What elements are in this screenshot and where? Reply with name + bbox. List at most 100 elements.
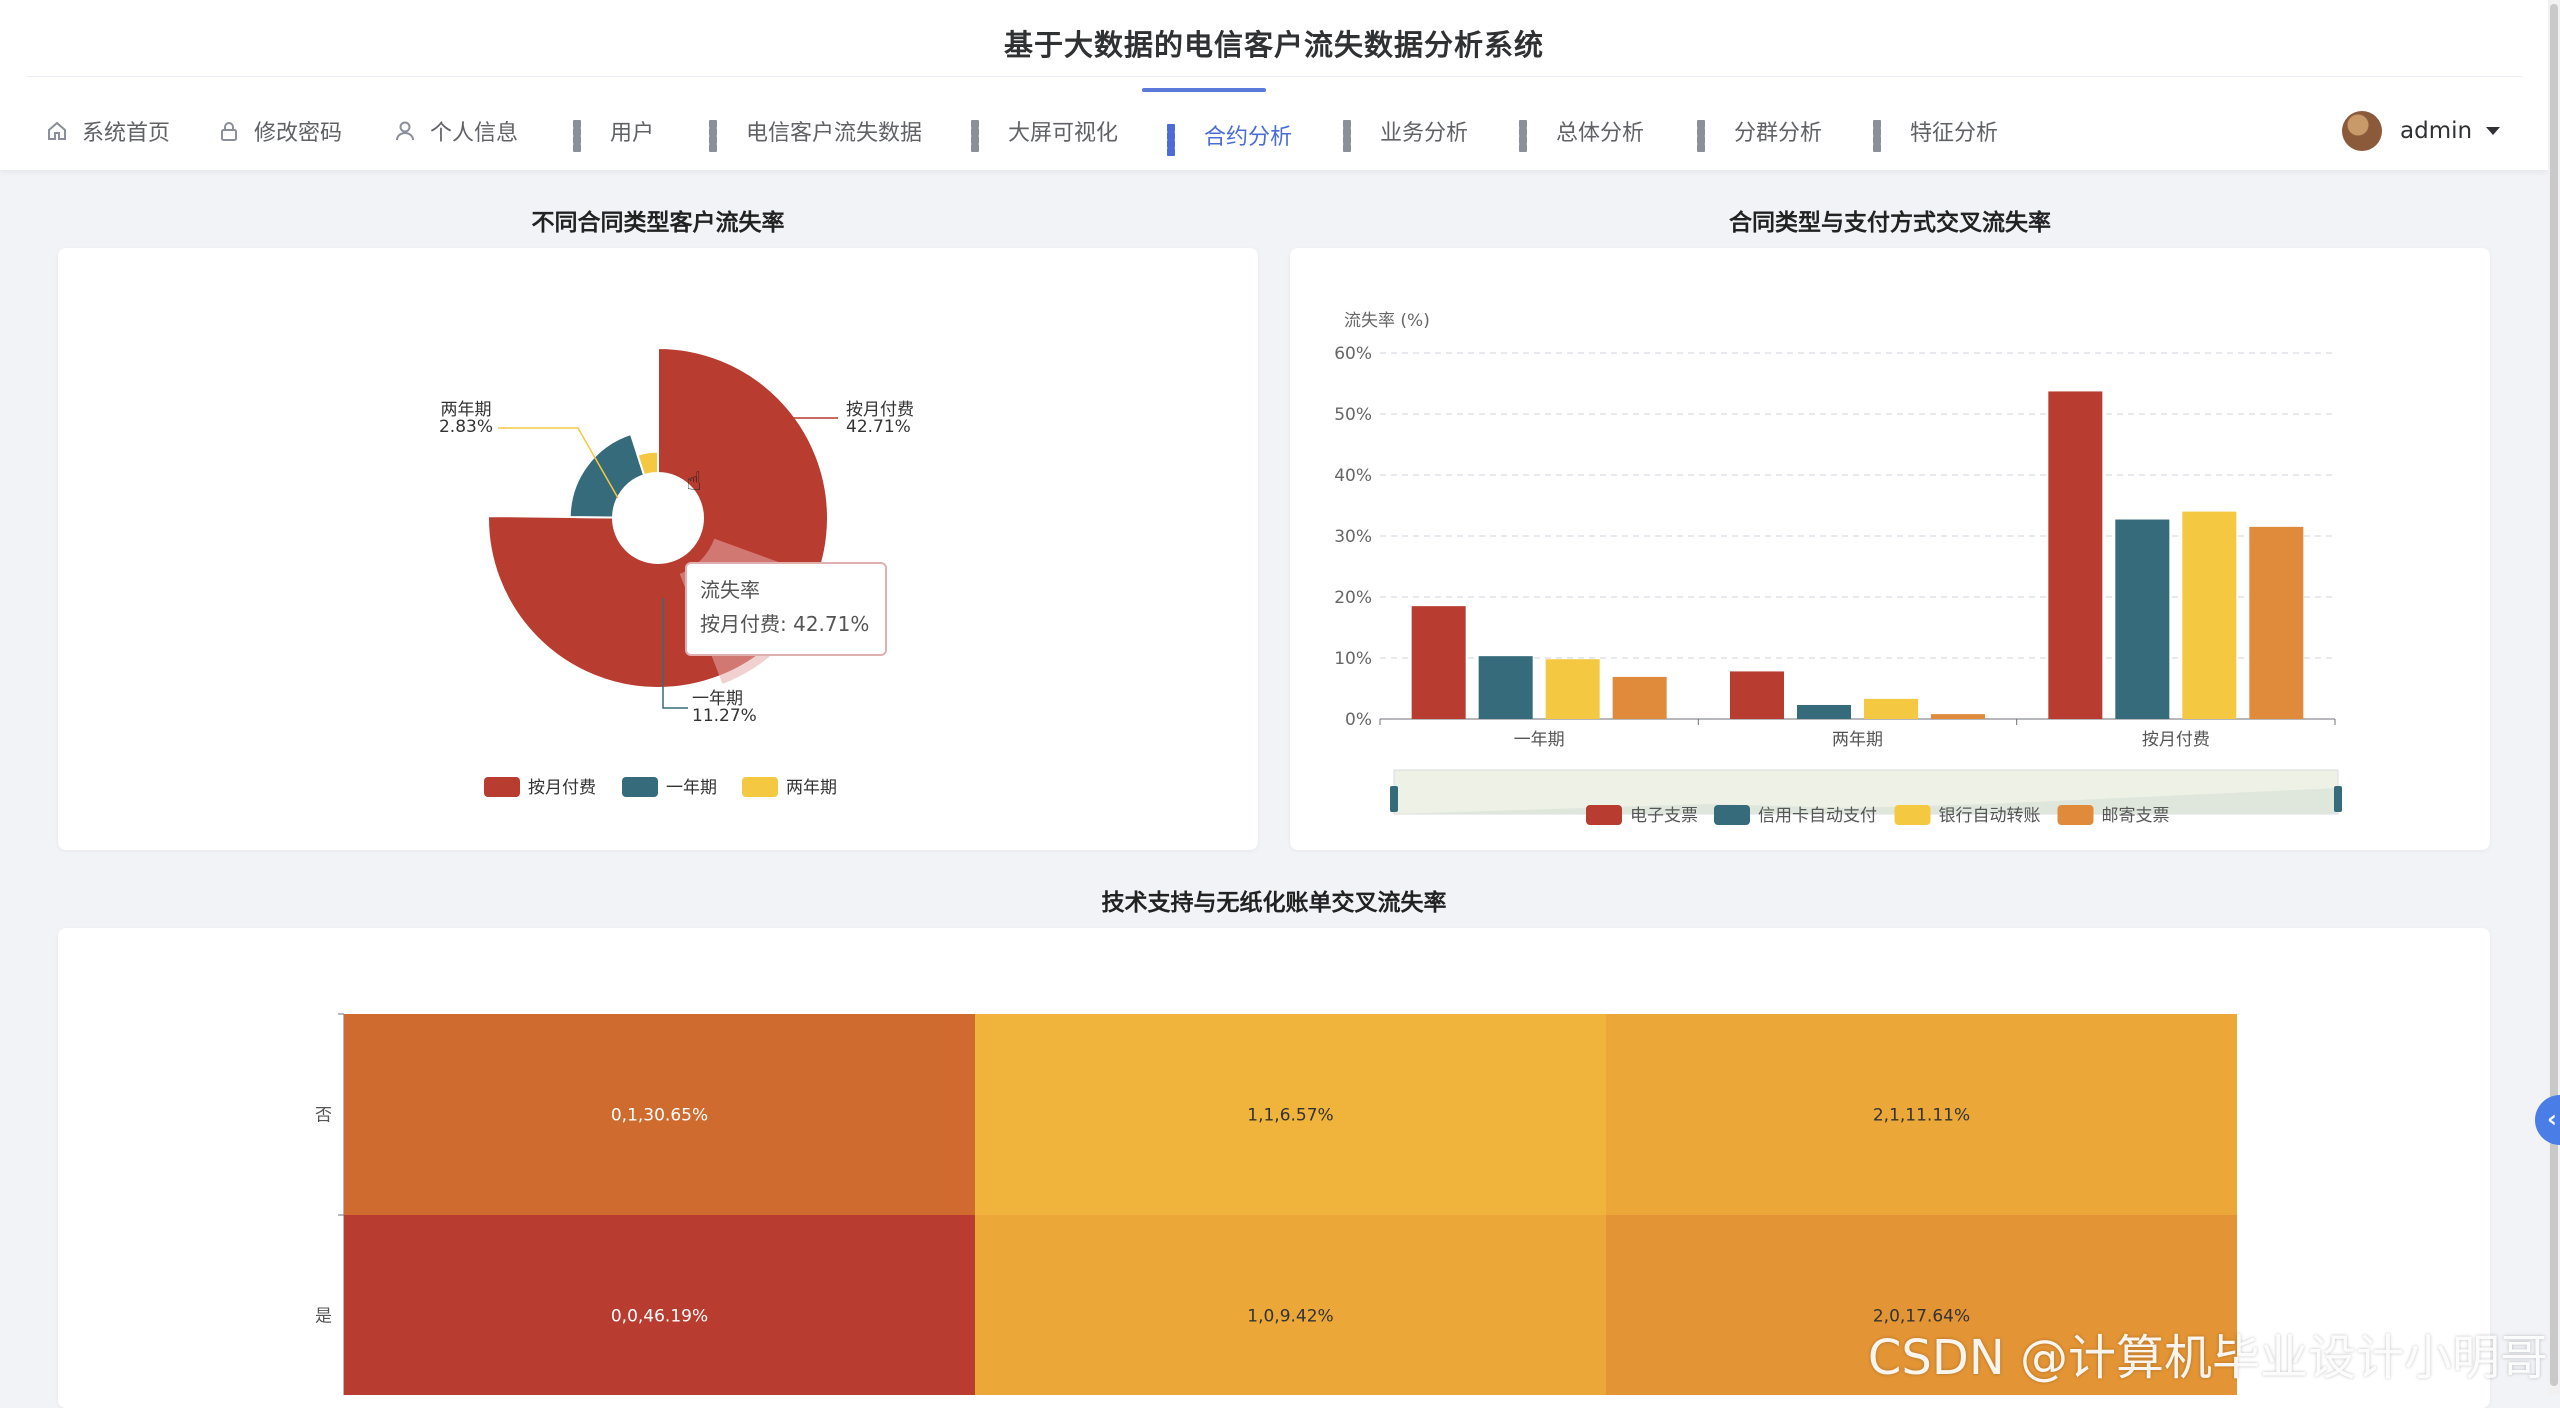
nav-item-label: 修改密码 xyxy=(254,121,343,146)
scrollbar-thumb[interactable] xyxy=(2550,4,2558,1386)
tech-paperless-heatmap[interactable]: 否是 0,1,30.65% 1,1,6.57% 2,1,11.11% 0,0,46.19… xyxy=(58,928,2490,1408)
legend-label: 按月付费 xyxy=(528,778,596,798)
contract-payment-bar-chart[interactable]: 流失率 (%) 0% 10% 20% 30% 40% 50% 60% 一年期 两年期 按月付费电子支… xyxy=(1290,248,2490,850)
y-tick-label: 50% xyxy=(1334,405,1372,425)
nav-item-contract-analysis[interactable]: 合约分析 xyxy=(1166,112,1292,158)
heatmap-cell[interactable] xyxy=(975,1014,1606,1215)
bar[interactable] xyxy=(2182,511,2237,719)
avatar[interactable] xyxy=(2342,111,2382,151)
y-axis-label: 流失率 (%) xyxy=(1344,311,1430,331)
slice-label: 按月付费 xyxy=(846,400,914,420)
legend-swatch[interactable] xyxy=(622,777,658,797)
legend-label: 银行自动转账 xyxy=(1939,806,2041,826)
grid-icon xyxy=(1872,119,1896,152)
datazoom-handle-right[interactable] xyxy=(2334,786,2342,812)
slice-two-year[interactable] xyxy=(636,450,659,477)
nav-item-label: 合约分析 xyxy=(1204,125,1293,150)
datazoom-slider[interactable] xyxy=(1390,769,2342,815)
nav-item-home[interactable]: 系统首页 xyxy=(46,108,170,154)
legend-swatch[interactable] xyxy=(484,777,520,797)
heatmap-cell[interactable] xyxy=(975,1215,1606,1408)
y-tick-label: 0% xyxy=(1345,710,1372,730)
legend-label: 电子支票 xyxy=(1630,806,1698,826)
heatmap-cell[interactable] xyxy=(1606,1215,2237,1408)
heatmap-cell-label: 2,1,11.11% xyxy=(1873,1106,1970,1126)
bar[interactable] xyxy=(1730,671,1784,719)
bar[interactable] xyxy=(1612,676,1667,719)
nav-item-overall-analysis[interactable]: 总体分析 xyxy=(1518,108,1644,154)
nav-active-indicator xyxy=(1142,88,1266,92)
nav-item-label: 特征分析 xyxy=(1910,121,1999,146)
nav-item-label: 电信客户流失数据 xyxy=(746,121,923,146)
datazoom-handle-left[interactable] xyxy=(1390,786,1398,812)
bar[interactable] xyxy=(1864,698,1918,719)
user-icon xyxy=(394,120,416,142)
section-title-contract-payment: 合同类型与支付方式交叉流失率 xyxy=(1729,210,2051,236)
bar[interactable] xyxy=(1931,714,1985,719)
nav-item-big-screen[interactable]: 大屏可视化 xyxy=(970,108,1118,154)
label-leader-line xyxy=(498,427,619,499)
tooltip-title: 流失率 xyxy=(700,578,760,602)
chevron-left-icon: ‹ xyxy=(2547,1105,2557,1133)
legend-label: 两年期 xyxy=(786,778,837,798)
heatmap-cell-label: 0,0,46.19% xyxy=(611,1307,708,1327)
nav-item-profile[interactable]: 个人信息 xyxy=(394,108,518,154)
x-tick-label: 两年期 xyxy=(1832,730,1883,750)
heatmap-cell[interactable] xyxy=(344,1014,975,1215)
x-tick-label: 按月付费 xyxy=(2142,730,2210,750)
slice-value-label: 2.83% xyxy=(439,417,493,437)
hand-cursor-icon: ☝ xyxy=(686,467,702,497)
user-name: admin xyxy=(2400,118,2473,144)
user-menu[interactable]: admin xyxy=(2342,108,2501,154)
lock-icon xyxy=(218,120,240,142)
nav-item-label: 大屏可视化 xyxy=(1008,121,1119,146)
floating-collapse-button[interactable]: ‹ xyxy=(2535,1095,2560,1145)
slice-label: 两年期 xyxy=(441,400,492,420)
y-tick-label: 40% xyxy=(1334,466,1372,486)
section-title-tech-paperless: 技术支持与无纸化账单交叉流失率 xyxy=(1101,890,1447,916)
nav-item-business-analysis[interactable]: 业务分析 xyxy=(1342,108,1468,154)
nav-item-label: 系统首页 xyxy=(82,121,171,146)
heatmap-cell-label: 2,0,17.64% xyxy=(1873,1307,1970,1327)
nav-item-feature-analysis[interactable]: 特征分析 xyxy=(1872,108,1998,154)
scrollbar[interactable] xyxy=(2548,0,2560,1395)
nav-item-cluster-analysis[interactable]: 分群分析 xyxy=(1696,108,1822,154)
y-tick-label: 30% xyxy=(1334,527,1372,547)
nav-item-churn-data[interactable]: 电信客户流失数据 xyxy=(708,108,922,154)
heatmap-cell-label: 1,0,9.42% xyxy=(1247,1307,1333,1327)
grid-icon xyxy=(1696,119,1720,152)
y-tick-label: 20% xyxy=(1334,588,1372,608)
bar[interactable] xyxy=(1411,606,1466,719)
bar[interactable] xyxy=(2048,391,2103,719)
legend-swatch[interactable] xyxy=(742,777,778,797)
legend-swatch[interactable] xyxy=(1894,805,1931,825)
y-tick-label: 60% xyxy=(1334,344,1372,364)
grid-icon xyxy=(970,119,994,152)
legend-label: 信用卡自动支付 xyxy=(1758,806,1877,826)
legend-swatch[interactable] xyxy=(2057,805,2094,825)
bar[interactable] xyxy=(2115,519,2170,719)
grid-icon xyxy=(1518,119,1542,152)
nav-item-change-password[interactable]: 修改密码 xyxy=(218,108,342,154)
legend-swatch[interactable] xyxy=(1714,805,1750,825)
nav-item-label: 分群分析 xyxy=(1734,121,1823,146)
bar[interactable] xyxy=(1545,659,1600,719)
y-tick-label: 10% xyxy=(1334,649,1372,669)
heatmap-cell-label: 0,1,30.65% xyxy=(611,1106,708,1126)
legend-swatch[interactable] xyxy=(1586,805,1622,825)
label-leader-line xyxy=(662,598,688,709)
heatmap-cell-label: 1,1,6.57% xyxy=(1247,1106,1333,1126)
bar[interactable] xyxy=(1797,704,1851,719)
slice-one-year[interactable] xyxy=(568,432,646,519)
nav-item-users[interactable]: 用户 xyxy=(572,108,654,154)
heatmap-cell[interactable] xyxy=(344,1215,975,1408)
bar[interactable] xyxy=(1478,656,1533,719)
chevron-down-icon[interactable] xyxy=(2486,127,2501,135)
grid-icon xyxy=(572,119,596,152)
bar[interactable] xyxy=(2249,526,2304,719)
header: 基于大数据的电信客户流失数据分析系统 系统首页 修改密码 个人信息 用户 xyxy=(0,0,2548,170)
y-tick-label: 是 xyxy=(315,1307,332,1327)
heatmap-cell[interactable] xyxy=(1606,1014,2237,1215)
